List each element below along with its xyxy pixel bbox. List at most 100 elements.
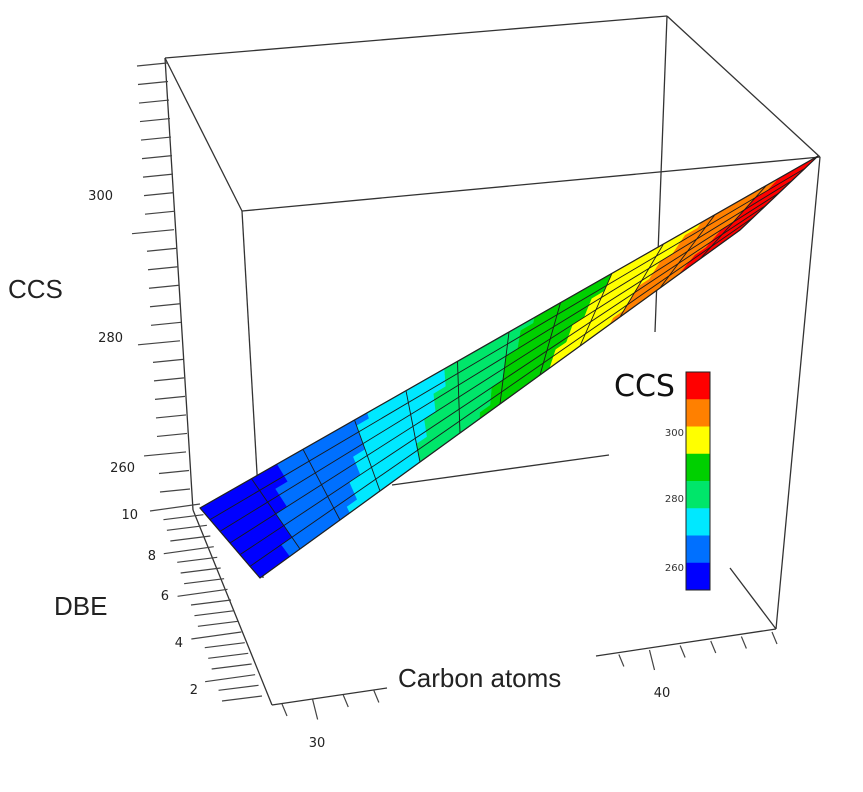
dbe-major-tick xyxy=(163,546,214,555)
surface-gridline-dbe xyxy=(249,217,754,567)
colorbar-segment xyxy=(686,481,710,509)
ccs-minor-tick xyxy=(141,155,173,160)
carbon-minor-tick xyxy=(373,690,380,703)
ccs-minor-tick xyxy=(140,136,172,141)
ccs-minor-tick xyxy=(152,358,184,363)
ccs-tick-label-300: 300 xyxy=(88,189,113,204)
dbe-axis-title: DBE xyxy=(54,591,107,621)
ccs-surface xyxy=(199,155,819,579)
dbe-tick-label-8: 8 xyxy=(148,549,156,564)
ccs-axis-title: CCS xyxy=(8,274,63,304)
box-edge-top-front xyxy=(241,156,821,212)
carbon-major-tick xyxy=(648,649,656,671)
dbe-minor-tick xyxy=(204,642,245,649)
dbe-tick-label-2: 2 xyxy=(190,683,198,698)
dbe-tick-label-4: 4 xyxy=(175,636,183,651)
colorbar-segment xyxy=(686,562,710,591)
box-edge-floor-front-a xyxy=(271,687,388,706)
ccs-minor-tick xyxy=(150,321,182,326)
dbe-minor-tick xyxy=(177,556,218,563)
carbon-axis-ticks xyxy=(281,631,778,720)
colorbar-segment xyxy=(686,453,710,482)
colorbar-segment xyxy=(686,535,710,564)
ccs-minor-tick xyxy=(153,377,185,382)
box-edge-top-right xyxy=(666,15,821,158)
dbe-minor-tick xyxy=(194,610,235,617)
colorbar-segment xyxy=(686,372,710,400)
ccs-major-tick xyxy=(143,451,187,457)
ccs-minor-tick xyxy=(143,192,175,197)
dbe-axis-ticks xyxy=(149,503,263,702)
dbe-minor-tick xyxy=(221,695,263,702)
carbon-major-tick xyxy=(312,699,319,720)
carbon-tick-label-40: 40 xyxy=(654,686,671,701)
carbon-minor-tick xyxy=(710,640,717,654)
carbon-minor-tick xyxy=(679,645,686,658)
ccs-tick-label-260: 260 xyxy=(110,461,135,476)
dbe-minor-tick xyxy=(218,684,259,691)
colorbar-segment xyxy=(686,399,710,427)
box-edge-left-back xyxy=(164,57,194,511)
ccs-minor-tick xyxy=(156,432,188,438)
surface-gridline-dbe xyxy=(239,204,767,556)
carbon-minor-tick xyxy=(618,654,625,667)
ccs-minor-tick xyxy=(159,488,191,493)
colorbar-segment xyxy=(686,508,710,536)
surface-gridlines xyxy=(199,155,819,579)
ccs-minor-tick xyxy=(155,414,187,419)
ccs-axis-ticks xyxy=(131,62,191,493)
ccs-major-tick xyxy=(131,229,175,235)
ccs-minor-tick xyxy=(138,99,170,104)
ccs-minor-tick xyxy=(146,247,178,252)
ccs-minor-tick xyxy=(148,284,180,289)
surface-gridline-dbe xyxy=(209,167,806,521)
box-edge-floor-front-b xyxy=(595,628,777,657)
ccs-minor-tick xyxy=(137,80,169,86)
ccs-minor-tick xyxy=(154,395,186,400)
ccs-minor-tick xyxy=(142,173,174,178)
dbe-minor-tick xyxy=(197,620,238,627)
box-edge-top-left xyxy=(164,57,243,212)
carbon-minor-tick xyxy=(342,694,349,708)
ccs-major-tick xyxy=(137,340,181,346)
box-edge-floor-left xyxy=(192,509,273,706)
dbe-major-tick xyxy=(191,631,242,640)
carbon-axis-title: Carbon atoms xyxy=(398,663,561,693)
colorbar-frame xyxy=(685,371,711,591)
dbe-tick-label-6: 6 xyxy=(161,589,169,604)
colorbar-segment xyxy=(686,426,710,455)
plot-box-back xyxy=(164,15,821,706)
surface-outline xyxy=(199,155,819,579)
dbe-minor-tick xyxy=(170,535,211,542)
dbe-minor-tick xyxy=(190,599,232,606)
ccs-minor-tick xyxy=(158,469,190,475)
dbe-major-tick xyxy=(149,503,201,512)
box-edge-floor-back xyxy=(391,454,610,486)
ccs-colorbar xyxy=(685,371,711,591)
dbe-major-tick xyxy=(205,674,256,683)
surface-gridline-dbe xyxy=(219,180,793,532)
ccs-tick-label-280: 280 xyxy=(98,331,123,346)
dbe-minor-tick xyxy=(208,652,249,659)
carbon-minor-tick xyxy=(281,703,288,717)
ccs-minor-tick xyxy=(144,210,176,215)
box-edge-right-front xyxy=(775,156,821,630)
dbe-minor-tick xyxy=(166,524,207,531)
box-edge-top-back xyxy=(164,15,668,59)
dbe-minor-tick xyxy=(163,514,204,521)
ccs-minor-tick xyxy=(149,303,181,308)
dbe-minor-tick xyxy=(211,663,252,670)
dbe-minor-tick xyxy=(184,578,225,585)
ccs-minor-tick xyxy=(147,266,179,271)
dbe-minor-tick xyxy=(180,567,221,574)
colorbar-tick-label-260: 260 xyxy=(665,563,684,574)
colorbar-tick-label-300: 300 xyxy=(665,428,684,439)
colorbar-title: CCS xyxy=(614,369,675,404)
dbe-major-tick xyxy=(177,588,228,597)
dbe-tick-label-10: 10 xyxy=(121,508,138,523)
colorbar-tick-label-280: 280 xyxy=(665,494,684,505)
surface-gridline-dbe xyxy=(229,192,780,544)
carbon-tick-label-30: 30 xyxy=(309,736,326,751)
